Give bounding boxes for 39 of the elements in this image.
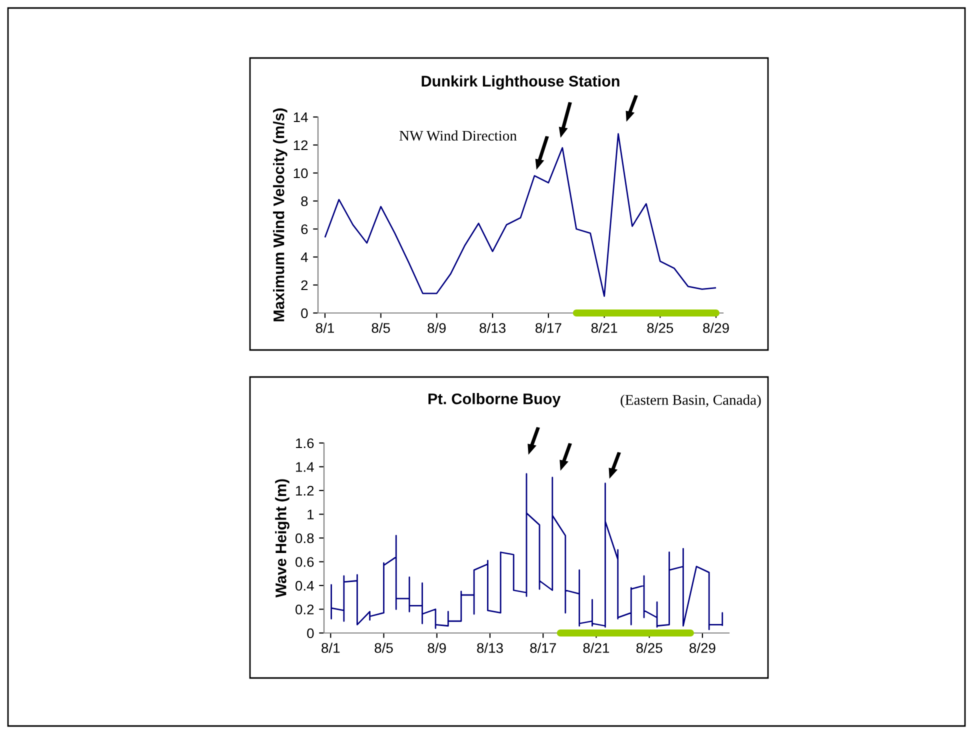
y-axis-title: Maximum Wind Velocity (m/s) xyxy=(273,108,288,322)
chart-subtitle: (Eastern Basin, Canada) xyxy=(620,394,761,408)
chart-title: Dunkirk Lighthouse Station xyxy=(422,75,620,90)
annotation: NW Wind Direction xyxy=(399,130,517,141)
y-tick-label: 0.8 xyxy=(296,533,314,544)
y-tick-label: 0 xyxy=(307,628,314,638)
x-tick-label: 8/5 xyxy=(374,642,393,653)
y-tick-label: 8 xyxy=(301,196,308,206)
y-tick-label: 0.4 xyxy=(296,580,314,591)
x-tick-label: 8/13 xyxy=(477,642,503,653)
y-tick-label: 0 xyxy=(301,308,308,318)
y-tick-label: 4 xyxy=(300,252,308,262)
y-tick-label: 1.6 xyxy=(296,438,314,448)
x-tick-label: 8/1 xyxy=(322,642,340,653)
x-tick-label: 8/25 xyxy=(647,322,674,333)
x-tick-label: 8/9 xyxy=(428,322,446,333)
y-tick-label: 1 xyxy=(308,510,314,520)
x-tick-label: 8/17 xyxy=(536,322,562,333)
y-tick-label: 0.2 xyxy=(296,604,314,614)
y-tick-label: 2 xyxy=(301,280,308,290)
y-tick-label: 14 xyxy=(294,112,308,122)
y-tick-label: 0.6 xyxy=(296,557,314,567)
x-tick-label: 8/29 xyxy=(690,642,716,653)
x-tick-label: 8/29 xyxy=(703,322,729,333)
x-tick-label: 8/21 xyxy=(591,322,618,333)
x-tick-label: 8/13 xyxy=(480,322,506,333)
x-tick-label: 8/17 xyxy=(530,642,556,653)
x-tick-label: 8/25 xyxy=(636,642,662,653)
y-tick-label: 6 xyxy=(301,224,308,234)
y-tick-label: 12 xyxy=(294,140,308,150)
chart-title: Pt. Colborne Buoy xyxy=(428,393,561,408)
y-tick-label: 1.4 xyxy=(296,462,314,472)
x-tick-label: 8/1 xyxy=(316,322,334,333)
x-tick-label: 8/5 xyxy=(372,322,390,333)
y-axis-title: Wave Height (m) xyxy=(275,479,290,598)
y-tick-label: 10 xyxy=(294,168,308,178)
y-tick-label: 1.2 xyxy=(296,486,314,496)
x-tick-label: 8/21 xyxy=(583,642,610,653)
x-tick-label: 8/9 xyxy=(428,642,446,653)
